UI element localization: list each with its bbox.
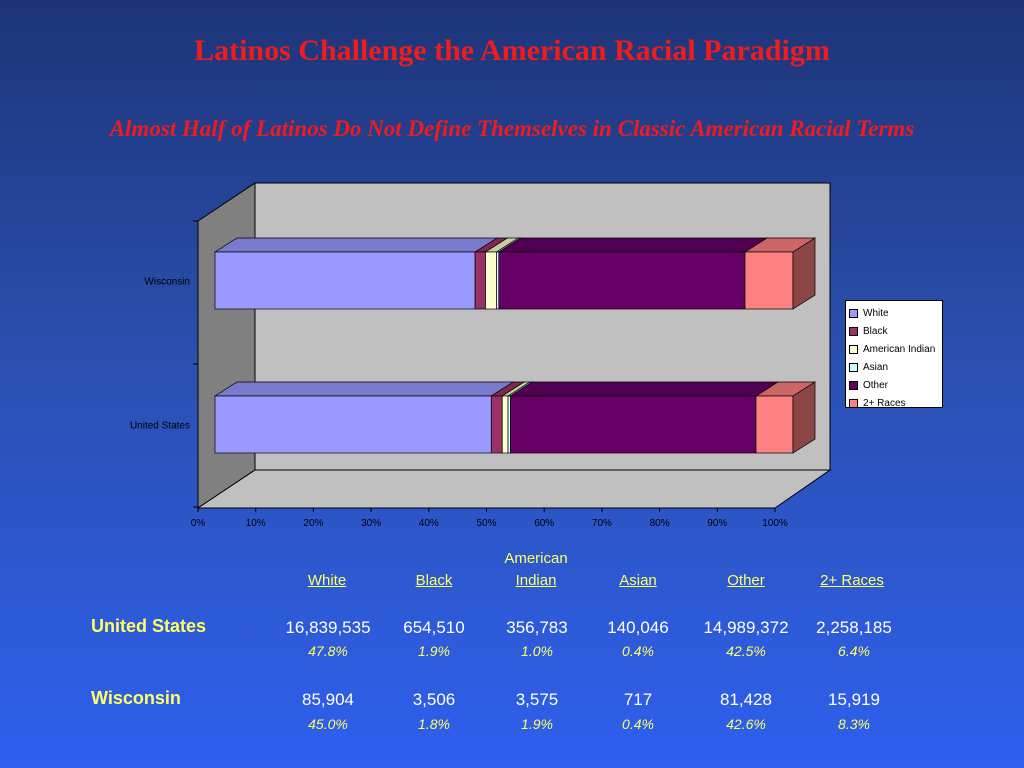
wi-count-other: 81,428 (720, 690, 772, 709)
bar-segment-black (474, 251, 486, 310)
chart-legend: White Black American Indian Asian Other 2+ Ra… (845, 300, 943, 409)
x-tick-label: 70% (592, 518, 612, 529)
wi-pct-asian: 0.4% (622, 716, 654, 732)
header-american-indian: Indian (515, 572, 557, 589)
us-pct-other: 42.5% (726, 643, 766, 659)
x-tick-label: 80% (650, 518, 670, 529)
bar-segment-american-indian (485, 251, 497, 310)
us-count-american-indian: 356,783 (506, 618, 568, 637)
bar-segment-2-races (744, 251, 794, 310)
bar-top-other (497, 237, 769, 253)
wi-pct-2plus-races: 8.3% (838, 716, 870, 732)
page-title: Latinos Challenge the American Racial Pa… (194, 34, 830, 67)
category-label: Wisconsin (144, 277, 190, 288)
bar-segment-black (490, 395, 503, 454)
bar-segment-2-races (755, 395, 794, 454)
header-asian: Asian (619, 572, 657, 589)
legend-label: White (863, 307, 889, 319)
legend-swatch (849, 326, 858, 336)
us-count-asian: 140,046 (607, 618, 669, 637)
x-tick-label: 50% (476, 518, 496, 529)
legend-label: Other (863, 379, 889, 391)
header-2plus-races: 2+ Races (820, 572, 884, 589)
legend-swatch (849, 344, 858, 354)
legend-item-asian: Asian (849, 358, 942, 376)
stacked-bar-chart: 0% 10% 20% 30% 40% 50% 60% 70% 80% 90% 100% Wiscons… (130, 182, 832, 529)
wi-count-american-indian: 3,575 (515, 690, 559, 709)
page-subtitle: Almost Half of Latinos Do Not Define The… (109, 116, 915, 141)
legend-item-black: Black (849, 322, 942, 340)
header-other: Other (727, 572, 765, 589)
bar-end-face (792, 381, 816, 454)
x-tick-label: 10% (246, 518, 266, 529)
x-tick-label: 20% (303, 518, 323, 529)
us-count-white: 16,839,535 (285, 618, 371, 637)
bar-top-white (213, 381, 515, 397)
legend-swatch (849, 308, 858, 318)
header-white: White (307, 572, 347, 589)
bar-segment-white (214, 251, 476, 310)
us-pct-black: 1.9% (418, 643, 450, 659)
us-count-2plus-races: 2,258,185 (816, 618, 892, 637)
legend-swatch (849, 362, 858, 372)
legend-item-other: Other (849, 376, 942, 394)
bar-top-other (509, 381, 780, 397)
header-top-2: American (504, 550, 568, 567)
row-label-united-states: United States (91, 616, 207, 636)
legend-label: Black (863, 325, 888, 337)
legend-label: 2+ Races (863, 397, 906, 409)
bar-segment-white (214, 395, 492, 454)
us-pct-white: 47.8% (308, 643, 348, 659)
wi-pct-black: 1.8% (418, 716, 450, 732)
legend-swatch (849, 380, 858, 390)
x-tick-label: 30% (361, 518, 381, 529)
legend-swatch (849, 398, 858, 408)
bar-segment-american-indian (501, 395, 509, 454)
row-label-wisconsin: Wisconsin (91, 688, 181, 708)
wi-count-asian: 717 (623, 690, 653, 709)
wi-pct-other: 42.6% (726, 716, 766, 732)
chart-side-wall (197, 182, 256, 509)
wi-count-white: 85,904 (302, 690, 354, 709)
header-black: Black (415, 572, 453, 589)
legend-label: American Indian (863, 343, 936, 355)
x-tick-label: 40% (419, 518, 439, 529)
bar-end-face (792, 237, 816, 310)
legend-item-white: White (849, 304, 942, 322)
wi-count-black: 3,506 (412, 690, 456, 709)
us-pct-american-indian: 1.0% (521, 643, 553, 659)
x-tick-label: 90% (707, 518, 727, 529)
x-tick-label: 100% (762, 518, 788, 529)
us-count-black: 654,510 (403, 618, 465, 637)
bar-top-white (213, 237, 499, 253)
legend-label: Asian (863, 361, 889, 373)
us-pct-asian: 0.4% (622, 643, 654, 659)
x-tick-label: 0% (191, 518, 206, 529)
category-label: United States (130, 421, 190, 432)
bar-segment-other (498, 251, 746, 310)
bar-segment-other (510, 395, 757, 454)
us-count-other: 14,989,372 (703, 618, 789, 637)
legend-item-2-races: 2+ Races (849, 394, 942, 412)
wi-pct-white: 45.0% (308, 716, 348, 732)
x-tick-label: 60% (534, 518, 554, 529)
wi-pct-american-indian: 1.9% (521, 716, 553, 732)
wi-count-2plus-races: 15,919 (828, 690, 880, 709)
chart-floor (196, 469, 832, 509)
us-pct-2plus-races: 6.4% (838, 643, 870, 659)
legend-item-american-indian: American Indian (849, 340, 942, 358)
